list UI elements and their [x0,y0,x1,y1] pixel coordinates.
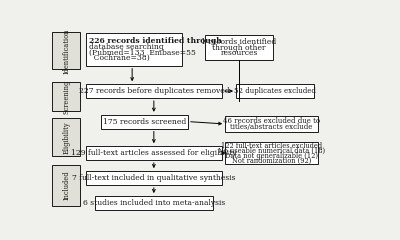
Text: 7 full-text included in qualitative synthesis: 7 full-text included in qualitative synt… [72,174,236,182]
Bar [86,84,222,98]
Text: 227 records before duplicates removed: 227 records before duplicates removed [78,87,229,95]
Text: Screening: Screening [62,80,70,114]
Bar [52,32,80,69]
Text: No useable numerical data (18): No useable numerical data (18) [218,147,325,155]
Bar [86,33,182,66]
Bar [225,116,318,132]
Text: 46 records excluded due to: 46 records excluded due to [223,117,320,125]
Text: Eligibility: Eligibility [62,121,70,154]
Text: 129 full-text articles assessed for eligibility: 129 full-text articles assessed for elig… [71,149,237,157]
Bar [95,196,213,210]
Bar [52,118,80,156]
Text: Cochrane=38): Cochrane=38) [89,54,150,62]
Text: titles/abstracts exclude: titles/abstracts exclude [230,123,313,131]
Text: Included: Included [62,171,70,200]
Bar [101,115,188,129]
Bar [52,165,80,206]
Text: through other: through other [212,44,266,52]
Bar [86,171,222,185]
Text: resources: resources [220,49,258,57]
Text: 6 studies included into meta-analysis: 6 studies included into meta-analysis [83,199,225,207]
Bar [52,82,80,111]
Text: Not randomization (92): Not randomization (92) [232,156,311,165]
Text: Identification: Identification [62,28,70,74]
Bar [236,84,314,98]
Text: (Pubmed=133  Embase=55: (Pubmed=133 Embase=55 [89,48,196,56]
Text: 52 duplicates excluded: 52 duplicates excluded [234,87,316,95]
Bar [86,146,222,160]
Text: Data not generalizable (12): Data not generalizable (12) [225,152,318,160]
Bar [205,35,273,60]
Text: 226 records identified through: 226 records identified through [89,37,222,45]
Text: database searching: database searching [89,43,164,51]
Text: 175 records screened: 175 records screened [103,118,186,126]
Text: 122 full-text articles excluded: 122 full-text articles excluded [221,142,322,150]
Bar [225,143,318,164]
Text: 1 records identified: 1 records identified [202,38,277,46]
